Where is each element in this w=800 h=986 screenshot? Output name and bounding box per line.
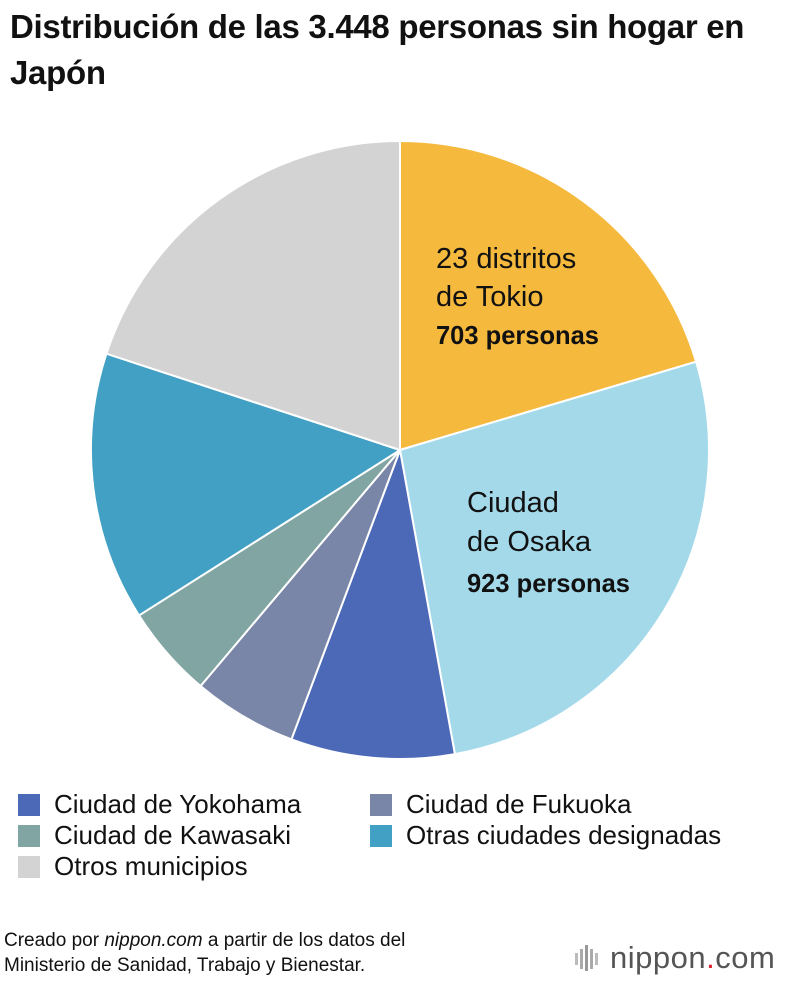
legend-swatch bbox=[18, 793, 40, 816]
slice-label: 23 distritos bbox=[436, 243, 576, 275]
chart-title: Distribución de las 3.448 personas sin h… bbox=[10, 8, 745, 91]
source-ministry: Ministerio de Sanidad, Trabajo y Bienest… bbox=[4, 955, 366, 976]
legend-swatch bbox=[18, 855, 40, 878]
legend-label: Otros municipios bbox=[54, 851, 248, 881]
pie-slice-otros-municipios bbox=[105, 139, 401, 452]
slice-value-label: 703 personas bbox=[436, 320, 599, 350]
legend-label: Ciudad de Yokohama bbox=[54, 789, 302, 819]
legend-swatch bbox=[18, 824, 40, 847]
source-prefix: Creado por bbox=[4, 930, 105, 951]
legend-item-otros-municipios: Otros municipios bbox=[18, 851, 248, 882]
pie-slice-otras-ciudades-designadas bbox=[90, 352, 403, 617]
legend-item-yokohama: Ciudad de Yokohama bbox=[18, 789, 301, 820]
brand-name: nippon.com bbox=[610, 940, 776, 975]
source-suffix: a partir de los datos del bbox=[202, 930, 406, 951]
legend-item-otras-ciudades: Otras ciudades designadas bbox=[370, 820, 721, 851]
legend-label: Ciudad de Kawasaki bbox=[54, 820, 292, 850]
legend-label: Otras ciudades designadas bbox=[406, 820, 722, 850]
legend-item-kawasaki: Ciudad de Kawasaki bbox=[18, 820, 291, 851]
legend-swatch bbox=[370, 793, 392, 816]
pie-slice-23-distritos-de-tokio bbox=[399, 139, 698, 452]
slice-value-label: 923 personas bbox=[467, 568, 630, 598]
source-note: Creado por nippon.com a partir de los da… bbox=[4, 928, 564, 978]
slice-label: de Osaka bbox=[467, 526, 592, 558]
legend-item-fukuoka: Ciudad de Fukuoka bbox=[370, 789, 631, 820]
brand-logo: nippon.com bbox=[574, 940, 776, 975]
source-site: nippon.com bbox=[104, 930, 203, 951]
brand-dot: . bbox=[706, 940, 716, 975]
slice-label: de Tokio bbox=[436, 281, 544, 313]
legend-label: Ciudad de Fukuoka bbox=[406, 789, 632, 819]
pie-slice-labels: 23 distritos de Tokio 703 personas Ciudad de… bbox=[436, 243, 630, 598]
pie-slice-ciudad-de-osaka bbox=[398, 360, 710, 756]
flag-stripes-icon bbox=[575, 945, 598, 971]
pie-slices bbox=[90, 139, 710, 761]
slice-label: Ciudad bbox=[467, 487, 559, 519]
legend-swatch bbox=[370, 824, 392, 847]
pie-slice-ciudad-de-yokohama bbox=[290, 446, 457, 761]
